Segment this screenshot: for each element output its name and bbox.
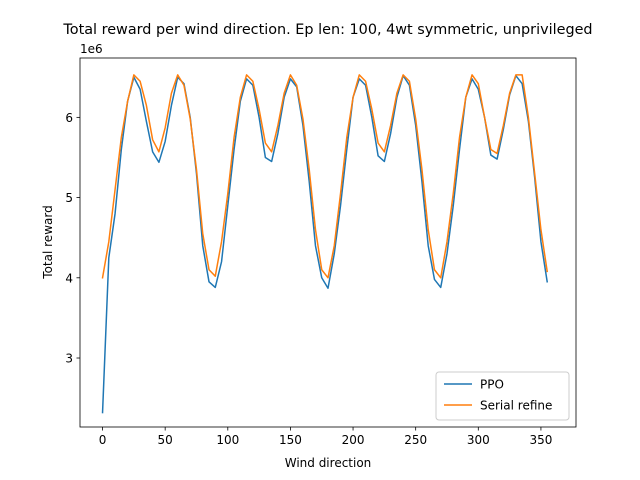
- x-tick-label: 200: [342, 433, 365, 447]
- x-axis-title: Wind direction: [285, 456, 372, 470]
- x-tick-label: 300: [467, 433, 490, 447]
- legend-label: PPO: [480, 378, 504, 392]
- chart-title: Total reward per wind direction. Ep len:…: [62, 22, 592, 38]
- y-axis-title: Total reward: [41, 205, 55, 279]
- y-tick-label: 6: [65, 111, 73, 125]
- x-tick-label: 150: [279, 433, 302, 447]
- legend-label: Serial refine: [480, 399, 552, 413]
- series-line-ppo: [101, 74, 549, 414]
- x-tick-label: 350: [529, 433, 552, 447]
- y-axis-offset-label: 1e6: [80, 42, 103, 56]
- series-line-serial-refine: [101, 74, 549, 279]
- x-tick-label: 100: [216, 433, 239, 447]
- x-tick-label: 50: [158, 433, 173, 447]
- x-tick-label: 250: [404, 433, 427, 447]
- y-tick-label: 4: [65, 271, 73, 285]
- plot-frame: [79, 57, 577, 428]
- x-tick-label: 0: [99, 433, 107, 447]
- y-tick-label: 5: [65, 191, 73, 205]
- y-tick-label: 3: [65, 352, 73, 366]
